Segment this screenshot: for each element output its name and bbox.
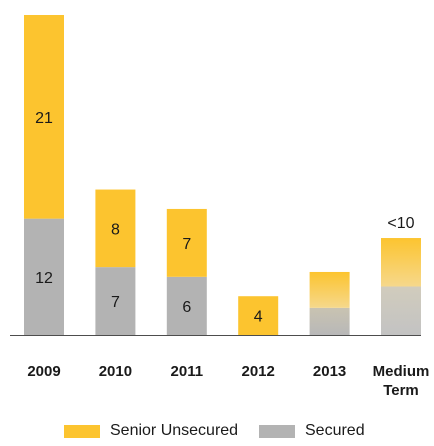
legend-item-secured: Secured (259, 420, 365, 442)
bar-senior-unsecured-2012 (238, 296, 279, 335)
x-tick-label-2013: 2013 (313, 363, 346, 380)
legend-item-senior-unsecured: Senior Unsecured (64, 420, 238, 442)
legend-label-senior-unsecured: Senior Unsecured (110, 422, 239, 439)
legend-swatch-senior-unsecured (64, 424, 100, 438)
x-tick-label-2010: 2010 (99, 363, 132, 380)
x-tick-label-medium-term: Medium Term (373, 363, 430, 399)
legend-label-secured: Secured (305, 422, 365, 439)
bar-secured-2011 (166, 276, 207, 335)
data-label-senior-unsecured-2012: 4 (254, 309, 263, 326)
bar-senior-unsecured-2009 (24, 15, 64, 219)
x-tick-labels: 2009 2010 2011 2012 2013 Medium Term (27, 363, 429, 399)
data-label-senior-unsecured-2010: 8 (111, 221, 120, 238)
bar-secured-medium-term (381, 286, 421, 335)
total-label-medium-term: <10 (387, 215, 414, 232)
x-tick-label-2012: 2012 (242, 363, 275, 380)
bar-senior-unsecured-medium-term (381, 238, 421, 287)
legend: Senior Unsecured Secured (0, 420, 434, 444)
bar-secured-2013 (309, 307, 350, 335)
x-tick-label-2009: 2009 (27, 363, 60, 380)
bars (24, 15, 421, 335)
data-label-senior-unsecured-2009: 21 (35, 110, 53, 127)
bar-secured-2010 (95, 267, 136, 335)
data-label-secured-2011: 6 (182, 299, 191, 316)
bar-senior-unsecured-2011 (166, 208, 207, 277)
data-labels: 12 21 7 8 6 7 4 <10 (35, 110, 415, 326)
bar-senior-unsecured-2010 (95, 189, 136, 268)
legend-swatch-secured (259, 424, 295, 438)
data-label-secured-2009: 12 (35, 270, 53, 287)
bar-senior-unsecured-2013 (309, 271, 350, 308)
x-tick-label-2011: 2011 (171, 363, 204, 380)
data-label-senior-unsecured-2011: 7 (182, 236, 191, 253)
bar-secured-2009 (24, 218, 64, 335)
data-label-secured-2010: 7 (111, 294, 120, 311)
